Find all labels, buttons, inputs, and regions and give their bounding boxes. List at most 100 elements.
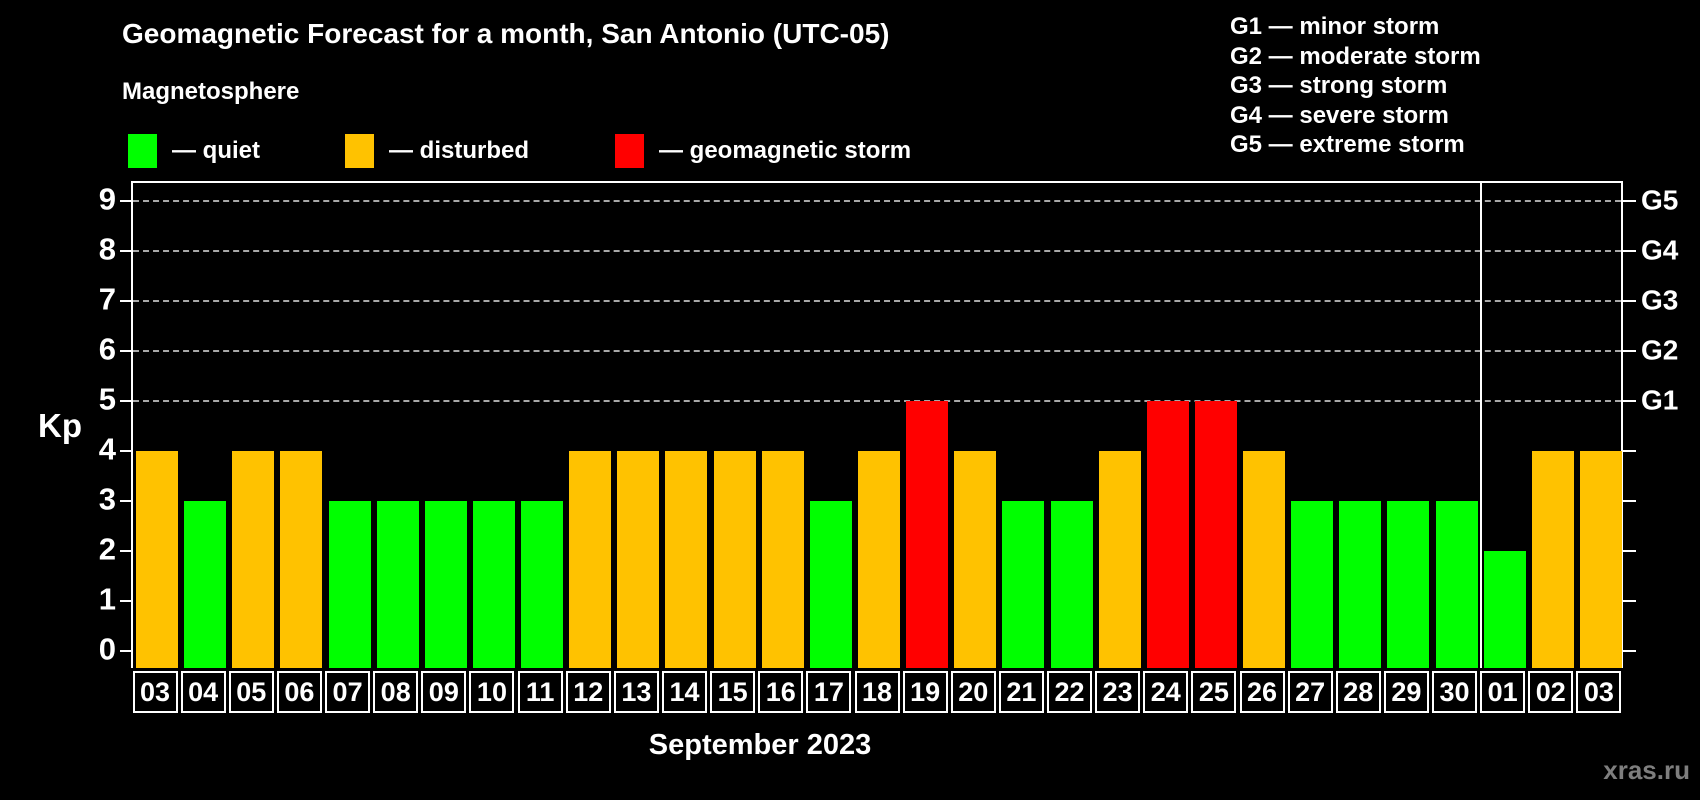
right-axis-label-g3: G3: [1641, 284, 1679, 316]
left-tick-kp-8: [120, 250, 131, 252]
watermark: xras.ru: [1603, 755, 1690, 785]
y-tick-label-6: 6: [98, 331, 116, 367]
day-label-20: 20: [950, 671, 996, 713]
kp-bar-day-18: [858, 451, 900, 668]
disturbed-color-swatch: [345, 134, 374, 168]
kp-bar-day-01: [1483, 551, 1526, 668]
right-axis-label-g2: G2: [1641, 334, 1679, 366]
day-label-10: 10: [469, 671, 515, 713]
plot-area: [131, 181, 1623, 668]
kp-bar-day-12: [569, 451, 612, 668]
kp-bar-day-06: [280, 451, 323, 668]
kp-bar-day-20: [954, 451, 997, 668]
right-tick-kp-9: [1623, 200, 1636, 202]
kp-bar-day-25: [1194, 401, 1237, 668]
right-tick-kp-2: [1623, 550, 1636, 552]
gridline-kp-7: [133, 300, 1621, 302]
kp-bar-day-24: [1146, 401, 1189, 668]
day-label-28: 28: [1335, 671, 1381, 713]
right-axis-label-g1: G1: [1641, 384, 1679, 416]
g-scale-line-g1: G1 — minor storm: [1230, 13, 1440, 40]
day-label-11: 11: [517, 671, 563, 713]
g-scale-line-g4: G4 — severe storm: [1230, 101, 1449, 129]
kp-bar-day-22: [1050, 501, 1093, 668]
kp-bar-day-13: [617, 451, 660, 668]
legend-label-storm: — geomagnetic storm: [659, 137, 912, 164]
gridline-kp-6: [133, 350, 1621, 352]
y-tick-label-4: 4: [98, 431, 116, 467]
kp-bar-day-05: [232, 451, 275, 668]
y-axis-title: Kp: [38, 407, 82, 444]
left-tick-kp-2: [120, 550, 131, 552]
day-label-01: 01: [1480, 671, 1526, 713]
day-label-07: 07: [325, 671, 371, 713]
day-label-30: 30: [1432, 671, 1478, 713]
left-tick-kp-9: [120, 200, 131, 202]
right-axis-label-g4: G4: [1641, 234, 1679, 266]
left-tick-kp-5: [120, 400, 131, 402]
gridline-kp-8: [133, 250, 1621, 252]
gridline-kp-9: [133, 200, 1621, 202]
kp-bar-day-27: [1291, 501, 1334, 668]
kp-bar-day-28: [1339, 501, 1382, 668]
y-tick-label-7: 7: [98, 281, 116, 317]
x-axis-day-labels: 03 04 05 06 07 08 09 10 11 12 13 14 15 16 17 18 19 20 21 22…: [131, 671, 1623, 713]
right-tick-kp-7: [1623, 300, 1636, 302]
day-label-09: 09: [421, 671, 467, 713]
g-scale-line-g5: G5 — extreme storm: [1230, 131, 1465, 158]
kp-bar-day-23: [1098, 451, 1141, 668]
kp-bar-day-11: [521, 501, 564, 668]
day-label-14: 14: [661, 671, 707, 713]
day-label-03: 03: [1576, 671, 1622, 713]
y-tick-label-1: 1: [98, 581, 116, 617]
y-tick-label-2: 2: [98, 531, 116, 567]
day-label-02: 02: [1528, 671, 1574, 713]
legend-label-quiet: — quiet: [172, 137, 260, 164]
day-label-05: 05: [228, 671, 274, 713]
y-tick-label-5: 5: [98, 381, 116, 417]
day-label-17: 17: [806, 671, 852, 713]
legend-item-disturbed: — disturbed: [345, 134, 529, 168]
day-label-27: 27: [1287, 671, 1333, 713]
y-tick-label-8: 8: [98, 231, 116, 267]
month-separator-line: [1479, 183, 1482, 668]
legend-label-disturbed: — disturbed: [389, 137, 530, 164]
kp-bar-day-02: [1531, 451, 1574, 668]
day-label-12: 12: [565, 671, 611, 713]
day-label-22: 22: [1047, 671, 1093, 713]
g-scale-line-g3: G3 — strong storm: [1230, 72, 1448, 99]
g-scale-legend: G1 — minor storm G2 — moderate storm G3 …: [1230, 12, 1481, 160]
day-label-06: 06: [276, 671, 322, 713]
kp-bar-day-04: [184, 501, 227, 668]
left-tick-kp-6: [120, 350, 131, 352]
kp-bar-day-17: [809, 501, 852, 668]
right-tick-kp-0: [1623, 650, 1636, 652]
kp-bar-day-09: [424, 501, 467, 668]
kp-bar-day-15: [713, 451, 756, 668]
month-label: September 2023: [648, 729, 872, 761]
day-label-04: 04: [180, 671, 226, 713]
day-label-08: 08: [373, 671, 419, 713]
left-tick-kp-4: [120, 450, 131, 452]
day-label-24: 24: [1143, 671, 1189, 713]
y-tick-label-3: 3: [98, 481, 116, 517]
left-tick-kp-3: [120, 500, 131, 502]
day-label-03: 03: [132, 671, 178, 713]
day-label-19: 19: [902, 671, 948, 713]
kp-bar-day-26: [1243, 451, 1286, 668]
day-label-15: 15: [710, 671, 756, 713]
day-label-26: 26: [1239, 671, 1285, 713]
day-label-29: 29: [1383, 671, 1429, 713]
day-label-16: 16: [758, 671, 804, 713]
y-tick-label-0: 0: [98, 631, 116, 667]
legend-item-quiet: — quiet: [128, 134, 260, 168]
quiet-color-swatch: [128, 134, 157, 168]
right-tick-kp-5: [1623, 400, 1636, 402]
day-label-25: 25: [1191, 671, 1237, 713]
day-label-21: 21: [998, 671, 1044, 713]
kp-bar-day-30: [1435, 501, 1478, 668]
g-scale-line-g2: G2 — moderate storm: [1230, 42, 1481, 70]
storm-color-swatch: [615, 134, 644, 168]
kp-bar-day-21: [1002, 501, 1045, 668]
kp-bar-day-07: [328, 501, 371, 668]
